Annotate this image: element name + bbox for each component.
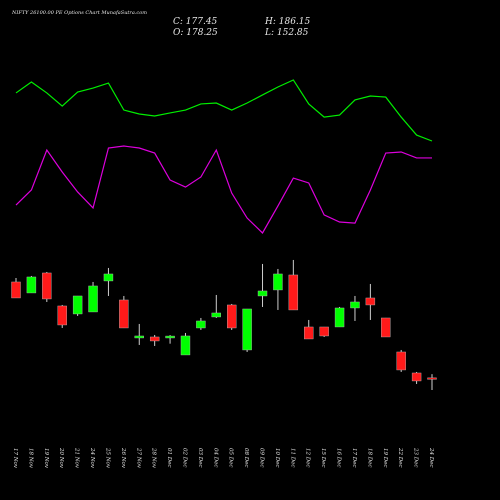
- x-tick-label: 02 Dec: [181, 448, 187, 468]
- candle-body: [242, 308, 252, 351]
- indicator-line: [15, 145, 432, 234]
- candle-body: [103, 273, 114, 282]
- x-tick-label: 26 Nov: [120, 447, 126, 469]
- x-tick-label: 27 Nov: [135, 447, 141, 469]
- candle-body: [57, 305, 67, 326]
- x-tick-label: 28 Nov: [151, 447, 157, 469]
- candle-body: [273, 273, 283, 291]
- x-tick-label: 18 Nov: [27, 448, 33, 469]
- open-label: O: 178.25: [173, 28, 218, 38]
- candle-body: [88, 285, 98, 313]
- x-tick-label: 09 Dec: [259, 448, 265, 468]
- candle-body: [119, 299, 129, 329]
- x-tick-label: 19 Nov: [43, 448, 49, 469]
- x-tick-label: 24 Nov: [89, 447, 95, 469]
- x-tick-label: 17 Nov: [12, 448, 18, 469]
- x-tick-label: 23 Dec: [413, 447, 419, 468]
- candle-body: [180, 335, 191, 356]
- candle-body: [134, 335, 144, 339]
- low-label: L: 152.85: [264, 28, 309, 38]
- candle-body: [227, 304, 237, 329]
- candle-body: [211, 312, 221, 318]
- x-tick-label: 03 Dec: [197, 448, 203, 468]
- candle-body: [319, 326, 329, 337]
- candle-body: [304, 326, 314, 340]
- candle-body: [72, 295, 83, 315]
- x-tick-label: 21 Nov: [74, 447, 80, 469]
- x-tick-label: 19 Dec: [382, 448, 388, 468]
- x-tick-label: 24 Dec: [428, 447, 434, 468]
- candle-body: [196, 320, 206, 329]
- candle-body: [411, 372, 422, 382]
- indicator-line: [15, 79, 433, 142]
- candle-body: [11, 281, 21, 299]
- candle-body: [365, 297, 376, 306]
- x-tick-label: 10 Dec: [274, 448, 280, 468]
- x-tick-label: 16 Dec: [336, 448, 342, 468]
- candle-body: [288, 274, 299, 311]
- candle-body: [381, 317, 391, 338]
- x-tick-label: 01 Dec: [166, 448, 172, 468]
- candle-body: [149, 336, 160, 342]
- x-tick-label: 04 Dec: [212, 448, 218, 468]
- x-tick-label: 11 Dec: [289, 448, 295, 468]
- x-tick-label: 12 Dec: [305, 448, 311, 468]
- high-label: H: 186.15: [264, 17, 311, 27]
- candle-body: [165, 335, 175, 339]
- chart-title: NIFTY 26100.00 PE Options Chart MunafaSu…: [11, 10, 147, 16]
- x-tick-label: 18 Dec: [366, 448, 372, 468]
- candle-body: [350, 301, 360, 309]
- x-tick-label: 22 Dec: [397, 447, 403, 468]
- x-tick-label: 05 Dec: [228, 448, 234, 468]
- close-label: C: 177.45: [173, 17, 218, 27]
- x-tick-label: 15 Dec: [320, 448, 326, 468]
- candle-body: [427, 377, 437, 380]
- candle-body: [42, 272, 52, 300]
- candle-body: [26, 276, 37, 294]
- candle-body: [334, 307, 345, 328]
- x-tick-label: 17 Dec: [351, 448, 357, 468]
- candle-body: [257, 290, 268, 297]
- x-tick-label: 20 Nov: [58, 447, 64, 469]
- x-tick-label: 08 Dec: [243, 448, 249, 468]
- x-tick-label: 25 Nov: [104, 447, 110, 469]
- candle-body: [396, 351, 406, 371]
